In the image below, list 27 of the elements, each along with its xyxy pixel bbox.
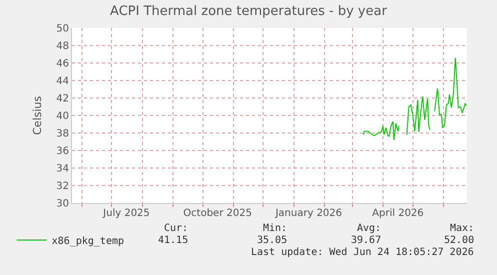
x-tick-label: October 2025 [183,208,252,219]
y-tick-label: 34 [56,164,69,174]
text: 39.67 [351,235,382,246]
x-tick-label: April 2026 [372,208,424,219]
chart-title: ACPI Thermal zone temperatures - by year [110,4,388,20]
y-tick-label: 42 [56,94,69,104]
text: 52.00 [444,235,474,246]
y-tick-label: 50 [56,24,69,34]
text: 35.05 [257,235,288,246]
legend-label: x86_pkg_temp [52,236,124,247]
y-tick-label: 46 [56,58,69,70]
text: Max: [450,223,474,234]
y-tick-label: 32 [56,181,69,192]
y-tick-label: 44 [56,76,69,87]
text: 41.15 [158,235,188,246]
x-tick-label: July 2025 [102,208,150,219]
y-tick-label: 30 [56,198,69,210]
y-tick-label: 48 [56,41,69,52]
y-tick-label: 38 [56,128,69,140]
y-axis-title: Celsius [30,96,44,135]
text: Avg: [357,223,382,234]
text: Last update: Wed Jun 24 18:05:27 2026 [251,247,474,258]
text: Cur: [164,223,188,234]
text: Min: [263,223,288,234]
y-tick-label: 36 [56,146,69,157]
x-tick-label: January 2026 [274,208,342,219]
y-tick-label: 40 [56,111,69,122]
